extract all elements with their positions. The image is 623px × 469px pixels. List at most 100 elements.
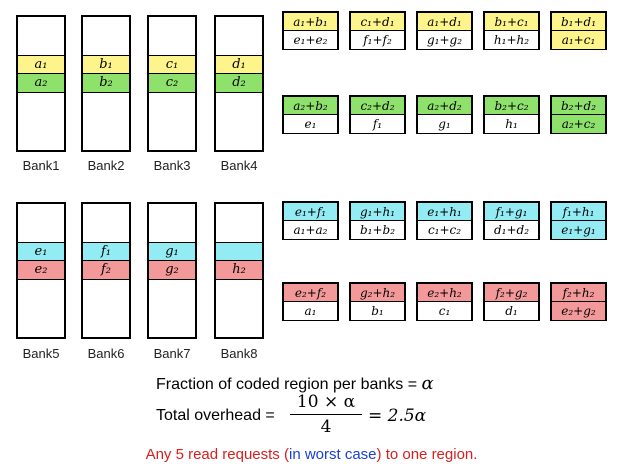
overhead-label: Total overhead = [156, 407, 275, 424]
coded-box: e₁+f₁ a₁+a₂ [282, 201, 339, 240]
fraction-label: Fraction of coded region per banks = [156, 376, 422, 393]
bank-cell: b₁ [83, 55, 129, 74]
coded-top: b₁+c₁ [485, 13, 538, 31]
overhead-denominator: 4 [320, 417, 332, 437]
alpha-symbol: α [421, 373, 434, 394]
coded-box: g₂+h₂ b₁ [349, 282, 406, 321]
coded-bottom: h₁ [485, 115, 538, 133]
coded-box: f₂+g₂ d₁ [483, 282, 540, 321]
coded-bottom: g₁ [418, 115, 471, 133]
footer-part2: in worst case [288, 446, 377, 463]
coded-bottom: a₁+c₁ [552, 31, 605, 49]
coded-box: b₂+c₂ h₁ [483, 95, 540, 134]
coded-top: c₁+d₁ [351, 13, 404, 31]
overhead-numerator: 10 × α [296, 392, 356, 412]
fraction-bar [290, 414, 362, 415]
coded-box: e₁+h₁ c₁+c₂ [416, 201, 473, 240]
coded-box: f₁+g₁ d₁+d₂ [483, 201, 540, 240]
coded-top: e₁+h₁ [418, 203, 471, 221]
bank-cell: a₁ [18, 55, 64, 74]
footer-part1: Any 5 read requests ( [145, 446, 289, 463]
bank-label: Bank4 [220, 158, 258, 173]
coded-top: c₂+d₂ [351, 97, 404, 115]
coded-bottom: h₁+h₂ [485, 31, 538, 49]
bank-cell: a₂ [18, 74, 64, 93]
coded-box: a₁+b₁ e₁+e₂ [282, 11, 339, 50]
coded-box: g₁+h₁ b₁+b₂ [349, 201, 406, 240]
bank-5: e₁ e₂ [16, 202, 66, 339]
coded-box: c₂+d₂ f₁ [349, 95, 406, 134]
bank-7: g₁ g₂ [147, 202, 197, 339]
coded-top: b₁+d₁ [552, 13, 605, 31]
bank-label: Bank5 [22, 346, 60, 361]
coded-bottom: d₁ [485, 302, 538, 320]
footer-part3: ) to one region. [376, 446, 478, 463]
coded-top: b₂+c₂ [485, 97, 538, 115]
bank-cell: h₂ [216, 261, 262, 280]
coded-bottom: e₁+e₂ [284, 31, 337, 49]
coded-top: g₁+h₁ [351, 203, 404, 221]
coded-box: a₂+d₂ g₁ [416, 95, 473, 134]
coded-top: g₂+h₂ [351, 284, 404, 302]
bank-4: d₁ d₂ [214, 15, 264, 152]
fraction-line: Fraction of coded region per banks = α [156, 373, 434, 394]
coded-box: b₁+d₁ a₁+c₁ [550, 11, 607, 50]
coded-bottom: c₁+c₂ [418, 221, 471, 239]
footer-note: Any 5 read requests (in worst case) to o… [0, 446, 623, 463]
coded-bottom: e₁+g₁ [552, 221, 605, 239]
bank-cell: e₂ [18, 261, 64, 280]
coded-top: f₁+g₁ [485, 203, 538, 221]
bank-cell: e₁ [18, 242, 64, 261]
coded-top: f₁+h₁ [552, 203, 605, 221]
coded-top: e₁+f₁ [284, 203, 337, 221]
coded-bottom: f₁ [351, 115, 404, 133]
coded-bottom: d₁+d₂ [485, 221, 538, 239]
coded-box: e₂+h₂ c₁ [416, 282, 473, 321]
coded-bottom: e₂+g₂ [552, 302, 605, 320]
bank-1: a₁ a₂ [16, 15, 66, 152]
coded-top: f₂+g₂ [485, 284, 538, 302]
bank-cell: c₂ [149, 74, 195, 93]
bank-cell: f₂ [83, 261, 129, 280]
coded-box: f₂+h₂ e₂+g₂ [550, 282, 607, 321]
coded-box: b₂+d₂ a₂+c₂ [550, 95, 607, 134]
coded-bottom: f₁+f₂ [351, 31, 404, 49]
bank-label: Bank6 [87, 346, 125, 361]
coded-top: f₂+h₂ [552, 284, 605, 302]
coded-bottom: a₁ [284, 302, 337, 320]
bank-cell [216, 242, 262, 261]
coded-top: e₂+h₂ [418, 284, 471, 302]
bank-3: c₁ c₂ [147, 15, 197, 152]
bank-cell: b₂ [83, 74, 129, 93]
coded-top: a₂+d₂ [418, 97, 471, 115]
overhead-result: = 2.5α [368, 406, 427, 426]
bank-cell: d₁ [216, 55, 262, 74]
coded-top: a₁+d₁ [418, 13, 471, 31]
bank-label: Bank8 [220, 346, 258, 361]
bank-label: Bank1 [22, 158, 60, 173]
bank-label: Bank2 [87, 158, 125, 173]
bank-cell: d₂ [216, 74, 262, 93]
coded-bottom: e₁ [284, 115, 337, 133]
coded-box: c₁+d₁ f₁+f₂ [349, 11, 406, 50]
coded-bottom: g₁+g₂ [418, 31, 471, 49]
bank-label: Bank7 [153, 346, 191, 361]
coded-top: b₂+d₂ [552, 97, 605, 115]
coded-box: b₁+c₁ h₁+h₂ [483, 11, 540, 50]
coded-bottom: b₁ [351, 302, 404, 320]
bank-cell: c₁ [149, 55, 195, 74]
coded-box: a₁+d₁ g₁+g₂ [416, 11, 473, 50]
coded-bottom: a₁+a₂ [284, 221, 337, 239]
coded-box: f₁+h₁ e₁+g₁ [550, 201, 607, 240]
coded-box: a₂+b₂ e₁ [282, 95, 339, 134]
coded-top: a₁+b₁ [284, 13, 337, 31]
bank-cell: g₂ [149, 261, 195, 280]
bank-8: h₂ [214, 202, 264, 339]
overhead-fraction: 10 × α 4 [290, 392, 362, 437]
coded-bottom: c₁ [418, 302, 471, 320]
coded-bottom: a₂+c₂ [552, 115, 605, 133]
bank-cell: g₁ [149, 242, 195, 261]
bank-6: f₁ f₂ [81, 202, 131, 339]
coded-bottom: b₁+b₂ [351, 221, 404, 239]
coded-top: a₂+b₂ [284, 97, 337, 115]
